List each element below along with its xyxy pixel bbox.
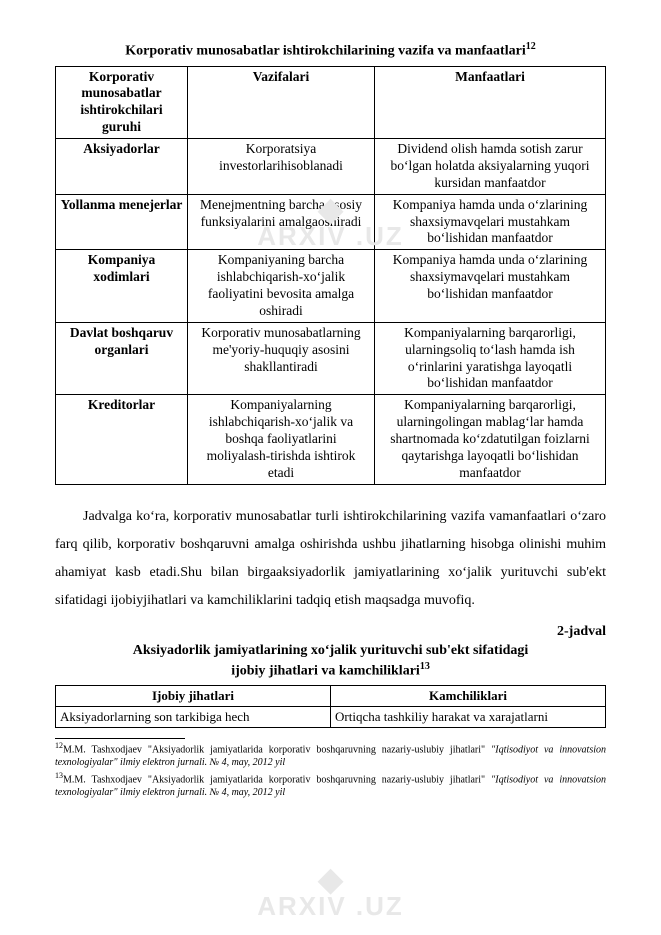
table-header-cell: Vazifalari xyxy=(188,66,375,139)
watermark-text: ARXIV .UZ xyxy=(257,889,404,924)
table-cell: Ortiqcha tashkiliy harakat va xarajatlar… xyxy=(331,706,606,727)
table-row: Kompaniya xodimlari Kompaniyaning barcha… xyxy=(56,250,606,323)
table-cell: Davlat boshqaruv organlari xyxy=(56,322,188,395)
document-page: ◆ ARXIV .UZ ◆ ARXIV .UZ Korporativ munos… xyxy=(0,0,661,935)
body-paragraph: Jadvalga ko‘ra, korporativ munosabatlar … xyxy=(55,503,606,615)
footnote-number: 13 xyxy=(55,771,63,780)
footnote-separator xyxy=(55,738,185,739)
table-number-label: 2-jadval xyxy=(55,623,606,642)
table-cell: Kompaniyaning barcha ishlabchiqarish-xo‘… xyxy=(188,250,375,323)
table-header-cell: Korporativ munosabatlar ishtirokchilari … xyxy=(56,66,188,139)
table-row: Davlat boshqaruv organlari Korporativ mu… xyxy=(56,322,606,395)
watermark-icon: ◆ ARXIV .UZ xyxy=(257,870,404,924)
table-cell: Korporativ munosabatlarning me'yoriy-huq… xyxy=(188,322,375,395)
table-cell: Kompaniya xodimlari xyxy=(56,250,188,323)
footnote-number: 12 xyxy=(55,741,63,750)
table2-title-line1: Aksiyadorlik jamiyatlarining xo‘jalik yu… xyxy=(133,643,529,658)
table-cell: Yollanma menejerlar xyxy=(56,194,188,250)
table-cell: Kompaniyalarning ishlabchiqarish-xo‘jali… xyxy=(188,395,375,484)
table1-title: Korporativ munosabatlar ishtirokchilarin… xyxy=(55,40,606,62)
table-cell: Kreditorlar xyxy=(56,395,188,484)
footnote-ref: 13 xyxy=(420,661,430,672)
table-cell: Kompaniyalarning barqarorligi, ularnings… xyxy=(375,322,606,395)
footnote-ref: 12 xyxy=(526,41,536,52)
footnote-text: M.M. Tashxodjaev "Aksiyadorlik jamiyatla… xyxy=(63,744,491,755)
table-header-cell: Ijobiy jihatlari xyxy=(56,685,331,706)
table-header-row: Korporativ munosabatlar ishtirokchilari … xyxy=(56,66,606,139)
table-cell: Menejmentning barcha asosiy funksiyalari… xyxy=(188,194,375,250)
table-cell: Dividend olish hamda sotish zarur bo‘lga… xyxy=(375,139,606,195)
table-row: Aksiyadorlarning son tarkibiga hech Orti… xyxy=(56,706,606,727)
table-cell: Kompaniyalarning barqarorligi, ularningo… xyxy=(375,395,606,484)
table2-title: Aksiyadorlik jamiyatlarining xo‘jalik yu… xyxy=(55,642,606,681)
table-cell: Aksiyadorlarning son tarkibiga hech xyxy=(56,706,331,727)
table-row: Yollanma menejerlar Menejmentning barcha… xyxy=(56,194,606,250)
table-cell: Korporatsiya investorlarihisoblanadi xyxy=(188,139,375,195)
footnote-1: 12M.M. Tashxodjaev "Aksiyadorlik jamiyat… xyxy=(55,741,606,769)
table-1: Korporativ munosabatlar ishtirokchilari … xyxy=(55,66,606,485)
table-header-cell: Kamchiliklari xyxy=(331,685,606,706)
table-row: Aksiyadorlar Korporatsiya investorlarihi… xyxy=(56,139,606,195)
table-cell: Aksiyadorlar xyxy=(56,139,188,195)
table2-title-line2: ijobiy jihatlari va kamchiliklari xyxy=(231,663,420,678)
footnote-text: M.M. Tashxodjaev "Aksiyadorlik jamiyatla… xyxy=(63,775,491,786)
table-header-cell: Manfaatlari xyxy=(375,66,606,139)
table-cell: Kompaniya hamda unda o‘zlarining shaxsiy… xyxy=(375,194,606,250)
table-2: Ijobiy jihatlari Kamchiliklari Aksiyador… xyxy=(55,685,606,729)
table-cell: Kompaniya hamda unda o‘zlarining shaxsiy… xyxy=(375,250,606,323)
watermark-logo-icon: ◆ xyxy=(257,870,404,889)
table1-title-text: Korporativ munosabatlar ishtirokchilarin… xyxy=(125,44,525,59)
footnote-2: 13M.M. Tashxodjaev "Aksiyadorlik jamiyat… xyxy=(55,771,606,799)
table-row: Kreditorlar Kompaniyalarning ishlabchiqa… xyxy=(56,395,606,484)
table-header-row: Ijobiy jihatlari Kamchiliklari xyxy=(56,685,606,706)
